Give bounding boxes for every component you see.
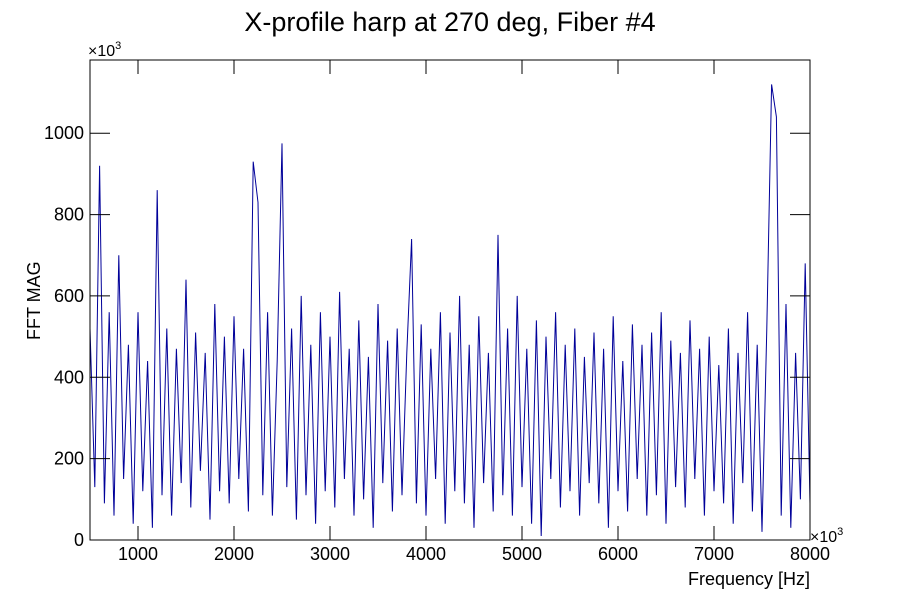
x-multiplier-base: ×10 — [810, 529, 837, 546]
y-multiplier-exponent: 3 — [115, 40, 121, 52]
y-multiplier: ×103 — [88, 40, 121, 60]
y-multiplier-base: ×10 — [88, 43, 115, 60]
y-tick-label: 600 — [54, 286, 84, 306]
y-tick-label: 0 — [74, 530, 84, 550]
y-tick-label: 800 — [54, 205, 84, 225]
x-tick-label: 5000 — [502, 544, 542, 564]
plot-frame — [89, 59, 811, 541]
y-axis-label: FFT MAG — [24, 261, 44, 340]
y-tick-label: 1000 — [44, 123, 84, 143]
y-tick-label: 200 — [54, 449, 84, 469]
x-tick-label: 8000 — [790, 544, 830, 564]
x-tick-label: 4000 — [406, 544, 446, 564]
x-tick-label: 1000 — [118, 544, 158, 564]
chart-title: X-profile harp at 270 deg, Fiber #4 — [244, 7, 655, 37]
x-axis-label: Frequency [Hz] — [688, 569, 810, 589]
y-tick-label: 400 — [54, 367, 84, 387]
x-tick-label: 3000 — [310, 544, 350, 564]
x-tick-label: 7000 — [694, 544, 734, 564]
data-line — [89, 84, 811, 536]
x-tick-label: 2000 — [214, 544, 254, 564]
x-multiplier: ×103 — [810, 526, 843, 546]
x-tick-label: 6000 — [598, 544, 638, 564]
x-multiplier-exponent: 3 — [837, 526, 843, 538]
